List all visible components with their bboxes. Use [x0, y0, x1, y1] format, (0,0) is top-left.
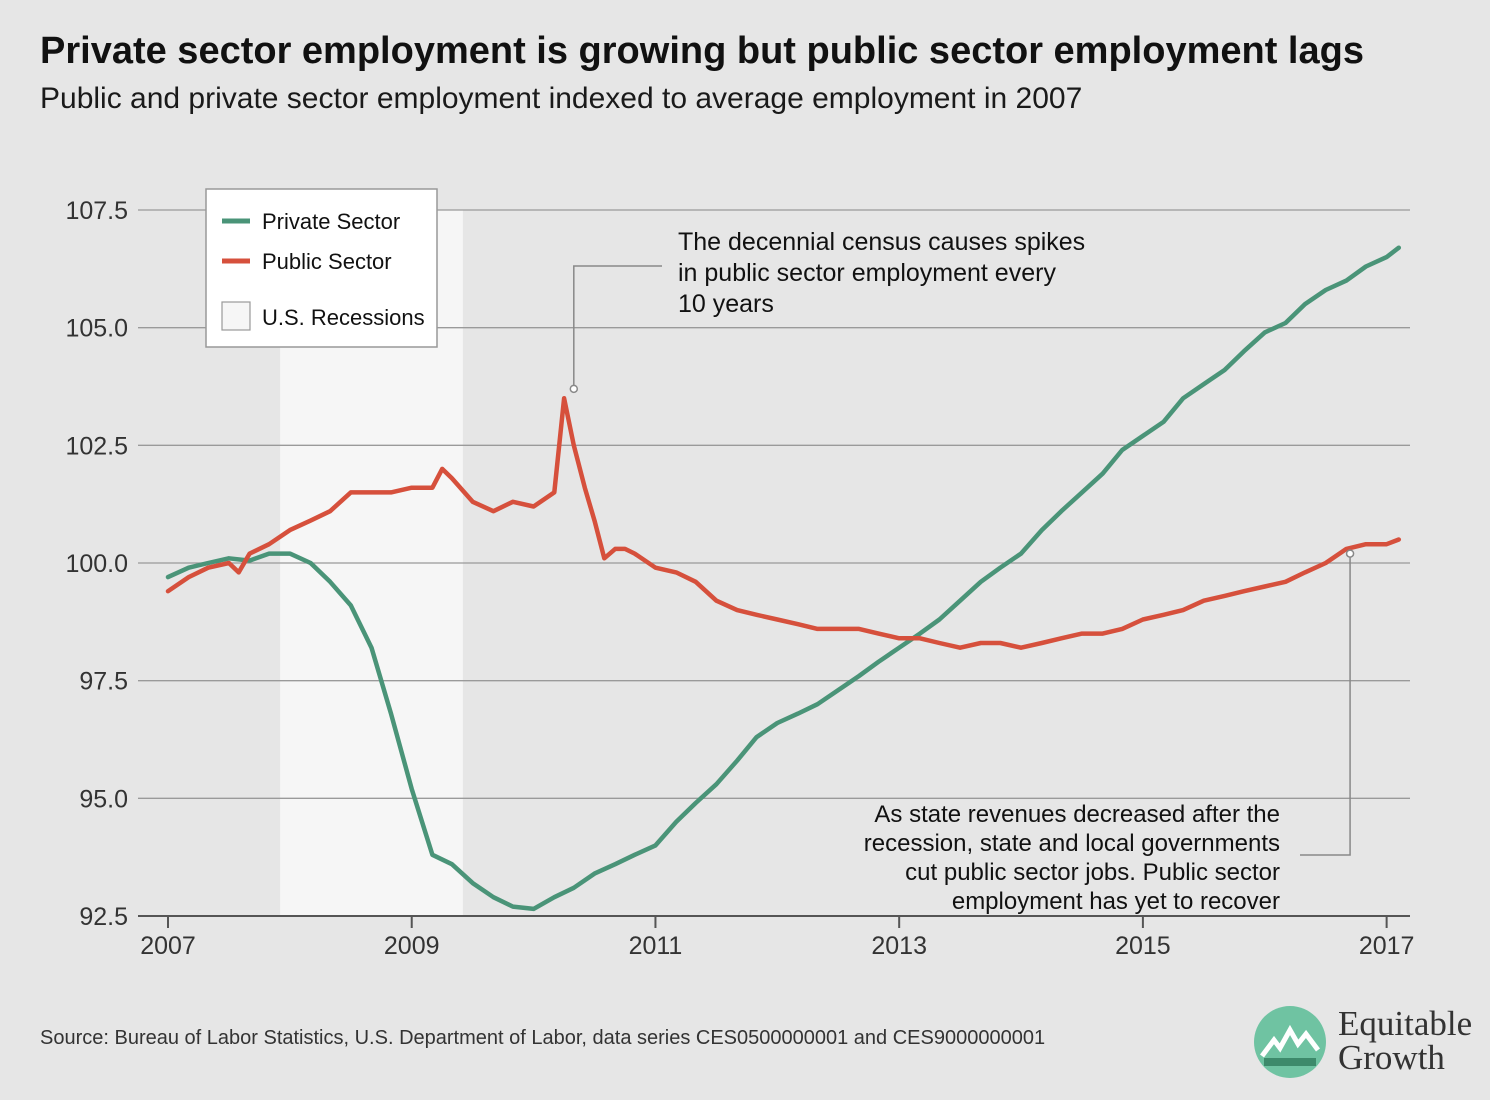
legend-label: Private Sector — [262, 209, 400, 234]
legend: Private Sector Public Sector U.S. Recessio… — [205, 188, 438, 348]
annotation-dot-revenue — [1345, 549, 1355, 558]
annotations: The decennial census causes spikes in pub… — [569, 228, 1355, 915]
logo-text-line2: Growth — [1338, 1038, 1445, 1077]
x-axis-ticks: 2007 2009 2011 2013 2015 2017 — [140, 916, 1414, 960]
y-tick-label: 105.0 — [65, 315, 128, 343]
annotation-census-line: in public sector employment every — [678, 259, 1056, 287]
chart-title: Private sector employment is growing but… — [40, 30, 1364, 72]
x-tick-label: 2013 — [871, 932, 927, 960]
logo-text-line1: Equitable — [1338, 1004, 1473, 1043]
annotation-census-line: 10 years — [678, 290, 774, 318]
annotation-revenue-line: recession, state and local governments — [864, 830, 1280, 857]
chart-subtitle: Public and private sector employment ind… — [40, 82, 1083, 115]
legend-label: Public Sector — [262, 249, 392, 274]
y-axis-ticks: 92.5 95.0 97.5 100.0 102.5 105.0 107.5 — [65, 197, 128, 931]
gridlines — [138, 209, 1410, 917]
annotation-revenue-line: employment has yet to recover — [952, 888, 1280, 915]
logo-icon — [1254, 1006, 1326, 1078]
series-lines — [165, 245, 1402, 912]
annotation-leader-revenue — [1300, 553, 1351, 856]
y-tick-label: 102.5 — [65, 432, 128, 460]
annotation-dot-census — [569, 384, 579, 394]
y-tick-label: 107.5 — [65, 197, 128, 225]
x-tick-label: 2015 — [1115, 932, 1171, 960]
y-tick-label: 95.0 — [79, 785, 128, 813]
legend-label: U.S. Recessions — [262, 305, 425, 330]
annotation-leader-census — [573, 265, 662, 389]
y-tick-label: 92.5 — [79, 903, 128, 931]
x-tick-label: 2011 — [629, 932, 683, 960]
y-tick-label: 100.0 — [65, 550, 128, 578]
equitable-growth-logo: Equitable Growth — [1250, 1000, 1482, 1086]
x-tick-label: 2007 — [140, 932, 196, 960]
x-tick-label: 2017 — [1359, 932, 1415, 960]
annotation-revenue-line: cut public sector jobs. Public sector — [905, 859, 1280, 886]
series-line-private — [165, 245, 1402, 912]
annotation-census-line: The decennial census causes spikes — [678, 228, 1085, 256]
source-note: Source: Bureau of Labor Statistics, U.S.… — [40, 1027, 1046, 1049]
series-line-public — [165, 396, 1402, 650]
x-tick-label: 2009 — [384, 932, 440, 960]
legend-swatch-recession — [221, 301, 251, 331]
y-tick-label: 97.5 — [79, 668, 128, 696]
annotation-revenue-line: As state revenues decreased after the — [874, 801, 1280, 828]
